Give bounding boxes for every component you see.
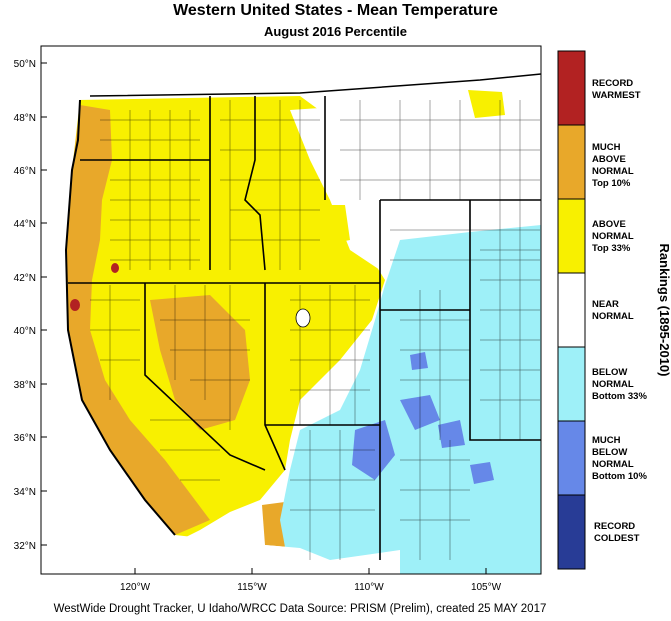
legend-swatch-much-below bbox=[558, 421, 585, 495]
lat-label-48: 48°N bbox=[14, 113, 36, 124]
legend-swatch-above bbox=[558, 199, 585, 273]
lon-label-110: 110°W bbox=[354, 582, 384, 593]
mexico bbox=[175, 535, 400, 574]
legend-label-below: BELOW NORMAL Bottom 33% bbox=[592, 367, 647, 402]
lon-label-105: 105°W bbox=[471, 582, 502, 593]
county-lines bbox=[90, 100, 540, 560]
much-above-coast bbox=[66, 105, 210, 535]
record-warm-spot-1 bbox=[111, 263, 119, 273]
state-borders bbox=[68, 96, 541, 560]
map-frame bbox=[40, 45, 542, 575]
coastline bbox=[64, 99, 176, 536]
latitude-axis: 50°N 48°N 46°N 44°N 42°N 40°N 38°N 36°N … bbox=[14, 59, 47, 552]
lat-label-42: 42°N bbox=[14, 273, 36, 284]
legend-label-record-warmest: RECORD WARMEST bbox=[592, 78, 641, 101]
legend-label-above: ABOVE NORMAL Top 33% bbox=[592, 219, 636, 254]
legend-label-record-coldest: RECORD COLDEST bbox=[594, 521, 640, 544]
legend-swatch-below bbox=[558, 347, 585, 421]
lat-label-40: 40°N bbox=[14, 326, 36, 337]
lat-label-50: 50°N bbox=[14, 59, 36, 70]
map-subtitle: August 2016 Percentile bbox=[263, 24, 408, 39]
lat-label-36: 36°N bbox=[14, 433, 36, 444]
longitude-axis: 120°W 115°W 110°W 105°W bbox=[120, 568, 502, 593]
lat-label-38: 38°N bbox=[14, 380, 36, 391]
above-normal-montana bbox=[320, 205, 350, 245]
footer-credit: WestWide Drought Tracker, U Idaho/WRCC D… bbox=[53, 603, 547, 615]
lat-label-34: 34°N bbox=[14, 487, 36, 498]
legend-swatch-much-above bbox=[558, 125, 585, 199]
map-panel bbox=[41, 46, 541, 574]
lat-label-44: 44°N bbox=[14, 219, 36, 230]
legend-label-much-above: MUCH ABOVE NORMAL Top 10% bbox=[592, 142, 636, 189]
much-below-patch-4 bbox=[470, 462, 494, 484]
lat-label-46: 46°N bbox=[14, 166, 36, 177]
above-normal-ne bbox=[468, 90, 505, 118]
lat-label-32: 32°N bbox=[14, 541, 36, 552]
legend-label-much-below: MUCH BELOW NORMAL Bottom 10% bbox=[592, 435, 647, 482]
pacific-ocean bbox=[41, 46, 200, 574]
us-canada-border bbox=[89, 73, 541, 97]
legend-label-near: NEAR NORMAL bbox=[592, 299, 634, 322]
record-warm-spot-2 bbox=[70, 299, 80, 311]
legend-swatch-record-coldest bbox=[558, 495, 585, 569]
legend-labels: RECORD WARMEST MUCH ABOVE NORMAL Top 10%… bbox=[592, 78, 647, 544]
legend-colorbar bbox=[557, 50, 586, 570]
legend-title: Rankings (1895-2010) bbox=[657, 244, 671, 377]
map-title: Western United States - Mean Temperature bbox=[173, 2, 498, 19]
legend-swatch-record-warmest bbox=[558, 51, 585, 125]
lon-label-120: 120°W bbox=[120, 582, 151, 593]
legend-swatch-near bbox=[558, 273, 585, 347]
great-salt-lake bbox=[295, 308, 311, 328]
much-below-patch-3 bbox=[438, 420, 465, 448]
lon-label-115: 115°W bbox=[237, 582, 267, 593]
much-below-patch-5 bbox=[410, 352, 428, 370]
